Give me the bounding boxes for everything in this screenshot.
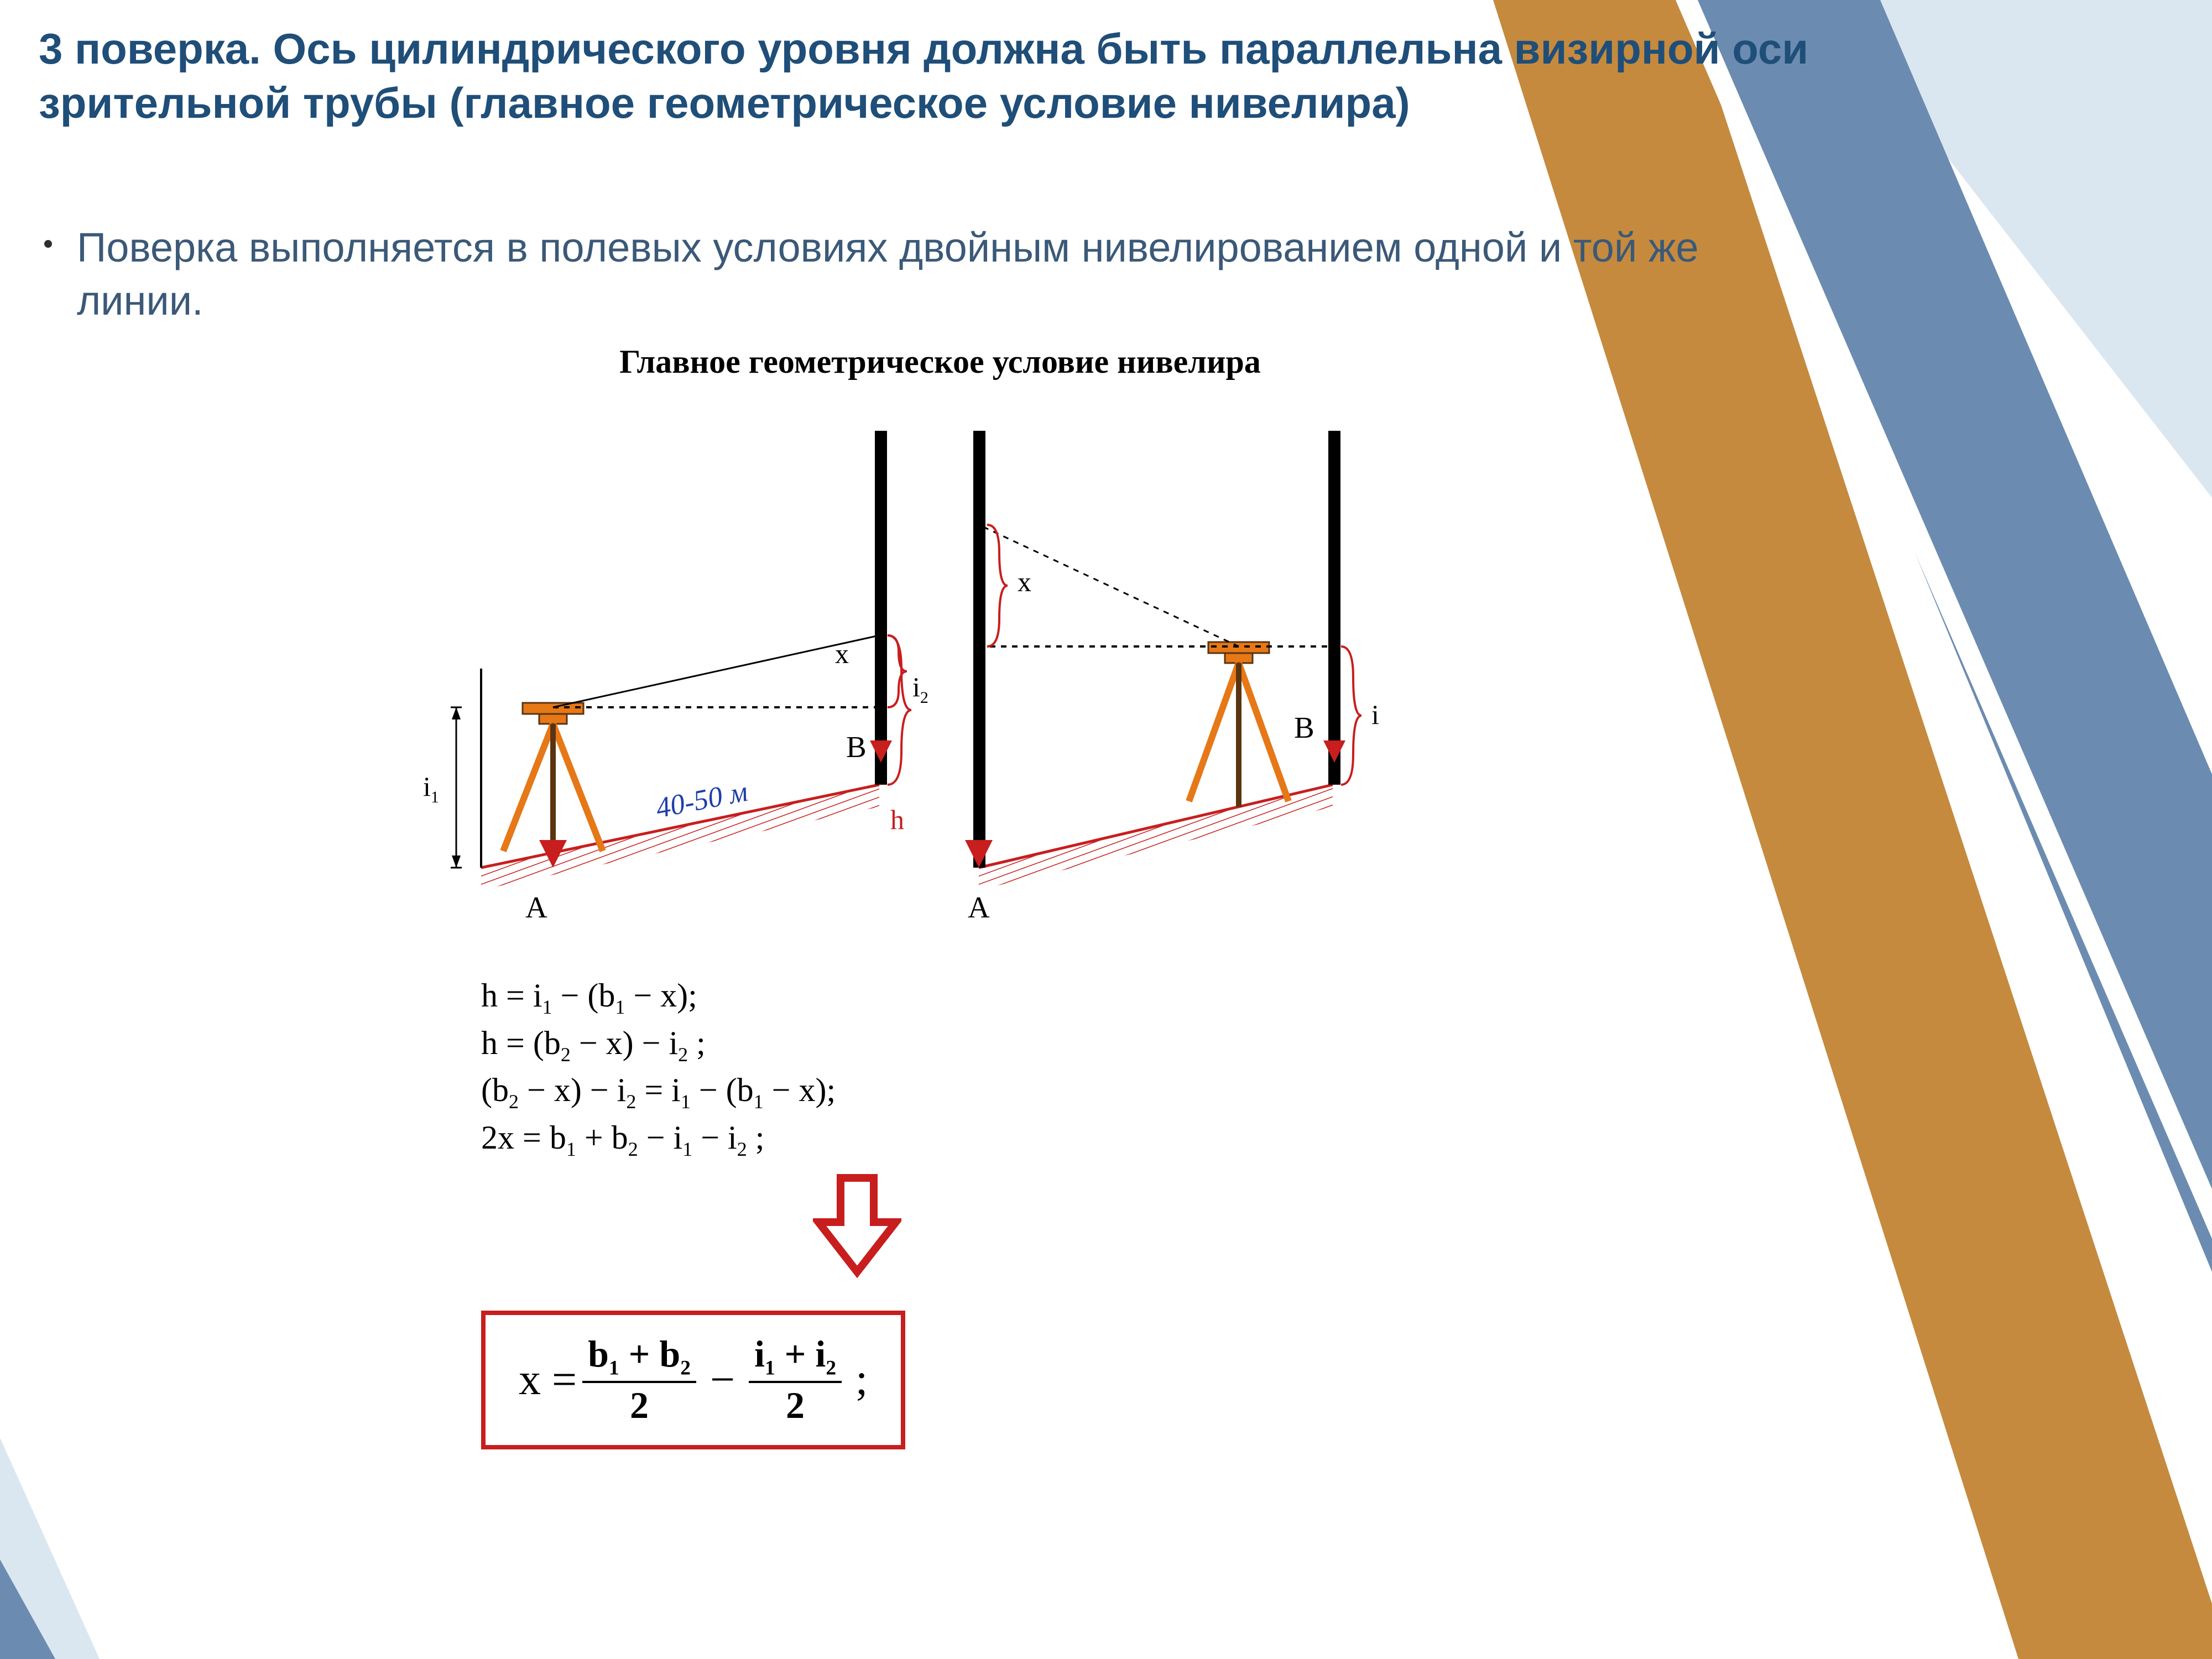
eq-line-2: h = (b2 − x) − i2 ; (481, 1021, 836, 1068)
eq-line-4: 2x = b1 + b2 − i1 − i2 ; (481, 1115, 836, 1163)
label-i-right: i (1371, 699, 1379, 730)
formula-frac2: i1 + i2 2 (749, 1332, 842, 1428)
bullet-row: Поверка выполняется в полевых условиях д… (44, 221, 1714, 327)
label-A-left: A (525, 890, 547, 924)
result-formula: x = b1 + b2 2 − i1 + i2 2 ; (481, 1311, 905, 1449)
eq-line-3: (b2 − x) − i2 = i1 − (b1 − x); (481, 1068, 836, 1115)
formula-lhs: x = (519, 1355, 577, 1405)
label-A-right: A (968, 890, 990, 924)
diagram: Главное геометрическое условие нивелира (387, 343, 1493, 951)
diagram-title: Главное геометрическое условие нивелира (387, 343, 1493, 381)
slide-title: 3 поверка. Ось цилиндрического уровня до… (39, 22, 1825, 130)
label-h: h (890, 804, 904, 835)
label-B-right: B (1294, 711, 1314, 744)
diagram-svg: x i2 i1 B A h (415, 387, 1465, 951)
bullet-text: Поверка выполняется в полевых условиях д… (77, 221, 1714, 327)
label-i1: i1 (423, 771, 439, 806)
equations: h = i1 − (b1 − x); h = (b2 − x) − i2 ; (… (481, 973, 836, 1162)
down-arrow-icon (813, 1172, 901, 1283)
formula-frac1: b1 + b2 2 (582, 1332, 696, 1428)
formula-minus: − (710, 1355, 735, 1405)
eq-line-1: h = i1 − (b1 − x); (481, 973, 836, 1021)
slide: 3 поверка. Ось цилиндрического уровня до… (0, 0, 2212, 1659)
svg-text:x: x (835, 638, 849, 669)
bullet-dot (44, 240, 52, 248)
label-x-right: x (1018, 566, 1031, 597)
formula-tail: ; (855, 1355, 868, 1405)
label-i2: i2 (912, 671, 928, 707)
label-B-left: B (846, 730, 867, 764)
